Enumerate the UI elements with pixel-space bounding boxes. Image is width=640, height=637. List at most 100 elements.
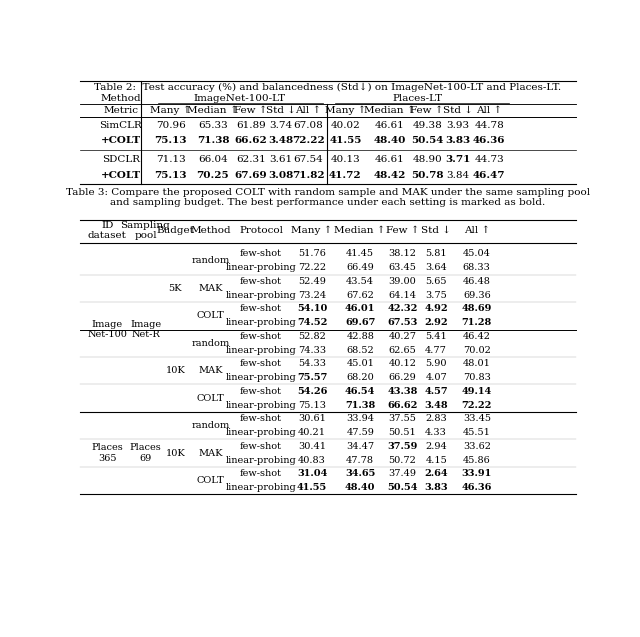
Text: 48.69: 48.69 xyxy=(461,304,492,313)
Text: 52.82: 52.82 xyxy=(298,332,326,341)
Text: Many ↑: Many ↑ xyxy=(324,106,366,115)
Text: COLT: COLT xyxy=(196,311,225,320)
Text: 68.33: 68.33 xyxy=(463,263,491,272)
Text: 47.59: 47.59 xyxy=(346,428,374,437)
Text: 5.65: 5.65 xyxy=(426,277,447,286)
Text: SimCLR: SimCLR xyxy=(99,121,142,130)
Text: 2.83: 2.83 xyxy=(425,414,447,424)
Text: linear-probing: linear-probing xyxy=(226,263,296,272)
Text: 43.54: 43.54 xyxy=(346,277,374,286)
Text: 3.93: 3.93 xyxy=(446,121,470,130)
Text: 48.40: 48.40 xyxy=(345,483,376,492)
Text: Sampling
pool: Sampling pool xyxy=(120,221,170,240)
Text: Places
365: Places 365 xyxy=(92,443,123,463)
Text: 62.65: 62.65 xyxy=(388,346,416,355)
Text: 33.45: 33.45 xyxy=(463,414,491,424)
Text: 54.33: 54.33 xyxy=(298,359,326,368)
Text: 71.82: 71.82 xyxy=(292,171,324,180)
Text: 39.00: 39.00 xyxy=(388,277,416,286)
Text: MAK: MAK xyxy=(198,366,223,375)
Text: 3.64: 3.64 xyxy=(425,263,447,272)
Text: 37.55: 37.55 xyxy=(388,414,417,424)
Text: Protocol: Protocol xyxy=(239,226,283,235)
Text: 44.78: 44.78 xyxy=(474,121,504,130)
Text: 3.08: 3.08 xyxy=(268,171,294,180)
Text: few-shot: few-shot xyxy=(240,469,282,478)
Text: 48.40: 48.40 xyxy=(374,136,406,145)
Text: linear-probing: linear-probing xyxy=(226,373,296,382)
Text: 66.49: 66.49 xyxy=(346,263,374,272)
Text: 46.47: 46.47 xyxy=(473,171,506,180)
Text: Median ↑: Median ↑ xyxy=(364,106,416,115)
Text: 41.72: 41.72 xyxy=(329,171,362,180)
Text: 34.47: 34.47 xyxy=(346,442,374,451)
Text: Image
Net-R: Image Net-R xyxy=(130,320,161,340)
Text: Metric: Metric xyxy=(103,106,138,115)
Text: +COLT: +COLT xyxy=(100,171,141,180)
Text: 69.36: 69.36 xyxy=(463,290,491,299)
Text: Std ↓: Std ↓ xyxy=(443,106,473,115)
Text: 3.75: 3.75 xyxy=(425,290,447,299)
Text: 46.36: 46.36 xyxy=(473,136,506,145)
Text: 3.48: 3.48 xyxy=(268,136,294,145)
Text: 45.86: 45.86 xyxy=(463,455,491,464)
Text: 71.38: 71.38 xyxy=(345,401,376,410)
Text: 71.28: 71.28 xyxy=(461,318,492,327)
Text: 31.04: 31.04 xyxy=(297,469,327,478)
Text: All ↑: All ↑ xyxy=(463,226,490,235)
Text: 33.91: 33.91 xyxy=(461,469,492,478)
Text: 50.72: 50.72 xyxy=(388,455,417,464)
Text: 5K: 5K xyxy=(168,284,182,293)
Text: Method: Method xyxy=(100,94,141,103)
Text: linear-probing: linear-probing xyxy=(226,401,296,410)
Text: 54.26: 54.26 xyxy=(297,387,327,396)
Text: 44.73: 44.73 xyxy=(474,155,504,164)
Text: Std ↓: Std ↓ xyxy=(421,226,451,235)
Text: random: random xyxy=(191,421,230,430)
Text: 10K: 10K xyxy=(165,366,185,375)
Text: 46.36: 46.36 xyxy=(461,483,492,492)
Text: 30.61: 30.61 xyxy=(298,414,326,424)
Text: SDCLR: SDCLR xyxy=(102,155,140,164)
Text: ID
dataset: ID dataset xyxy=(88,221,127,240)
Text: 50.54: 50.54 xyxy=(411,136,444,145)
Text: 40.13: 40.13 xyxy=(330,155,360,164)
Text: +COLT: +COLT xyxy=(100,136,141,145)
Text: 40.02: 40.02 xyxy=(330,121,360,130)
Text: 45.01: 45.01 xyxy=(346,359,374,368)
Text: 3.74: 3.74 xyxy=(269,121,292,130)
Text: Places-LT: Places-LT xyxy=(392,94,442,103)
Text: Std ↓: Std ↓ xyxy=(266,106,296,115)
Text: Places
69: Places 69 xyxy=(129,443,161,463)
Text: few-shot: few-shot xyxy=(240,414,282,424)
Text: 46.42: 46.42 xyxy=(463,332,491,341)
Text: 2.64: 2.64 xyxy=(424,469,448,478)
Text: 67.54: 67.54 xyxy=(293,155,323,164)
Text: 37.49: 37.49 xyxy=(388,469,417,478)
Text: linear-probing: linear-probing xyxy=(226,428,296,437)
Text: 70.02: 70.02 xyxy=(463,346,491,355)
Text: 67.69: 67.69 xyxy=(235,171,268,180)
Text: 48.42: 48.42 xyxy=(374,171,406,180)
Text: 46.54: 46.54 xyxy=(345,387,376,396)
Text: 38.12: 38.12 xyxy=(388,250,417,259)
Text: linear-probing: linear-probing xyxy=(226,483,296,492)
Text: Many ↑: Many ↑ xyxy=(291,225,333,235)
Text: 41.55: 41.55 xyxy=(329,136,362,145)
Text: linear-probing: linear-probing xyxy=(226,346,296,355)
Text: linear-probing: linear-probing xyxy=(226,318,296,327)
Text: MAK: MAK xyxy=(198,284,223,293)
Text: 67.53: 67.53 xyxy=(387,318,417,327)
Text: 67.62: 67.62 xyxy=(346,290,374,299)
Text: 5.41: 5.41 xyxy=(425,332,447,341)
Text: 74.52: 74.52 xyxy=(297,318,327,327)
Text: 41.55: 41.55 xyxy=(297,483,327,492)
Text: 73.24: 73.24 xyxy=(298,290,326,299)
Text: Many ↑: Many ↑ xyxy=(150,106,191,115)
Text: 37.59: 37.59 xyxy=(387,442,417,451)
Text: 66.62: 66.62 xyxy=(387,401,417,410)
Text: 71.13: 71.13 xyxy=(156,155,186,164)
Text: 66.62: 66.62 xyxy=(235,136,268,145)
Text: 3.71: 3.71 xyxy=(445,155,470,164)
Text: 4.77: 4.77 xyxy=(425,346,447,355)
